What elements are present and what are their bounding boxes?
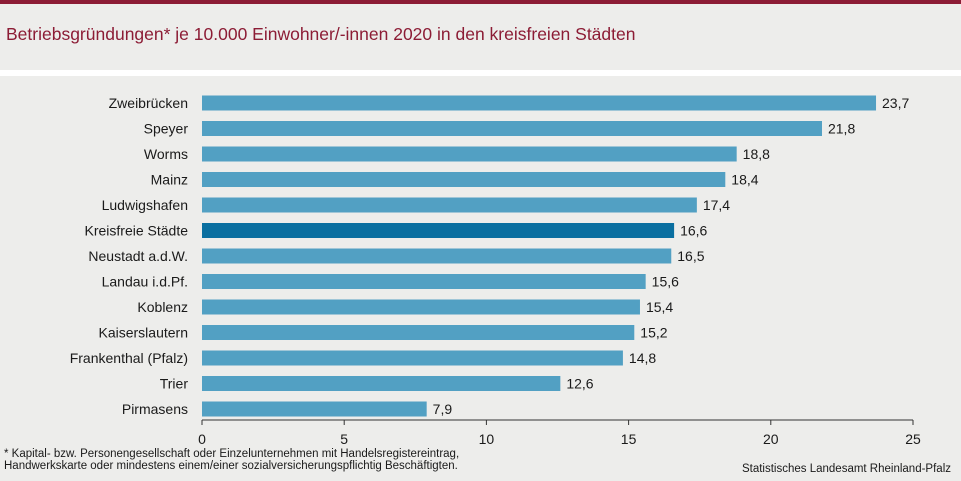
bar-6 xyxy=(202,248,672,264)
top-accent-bar xyxy=(0,0,961,4)
value-label: 15,4 xyxy=(646,299,673,315)
category-label: Pirmasens xyxy=(122,401,188,417)
category-label: Frankenthal (Pfalz) xyxy=(70,350,188,366)
bar-4 xyxy=(202,197,697,213)
x-tick-label: 15 xyxy=(621,431,637,447)
value-label: 23,7 xyxy=(882,95,909,111)
value-label: 12,6 xyxy=(566,376,593,392)
x-tick-label: 10 xyxy=(479,431,495,447)
value-label: 21,8 xyxy=(828,121,855,137)
chart-title: Betriebsgründungen* je 10.000 Einwohner/… xyxy=(6,24,636,44)
x-tick-label: 0 xyxy=(198,431,206,447)
x-tick-label: 5 xyxy=(340,431,348,447)
bar-2 xyxy=(202,146,737,162)
bar-0 xyxy=(202,95,877,111)
bar-10 xyxy=(202,350,623,366)
category-label: Koblenz xyxy=(137,299,188,315)
value-label: 15,6 xyxy=(652,274,679,290)
value-label: 14,8 xyxy=(629,350,656,366)
category-label: Landau i.d.Pf. xyxy=(102,274,188,290)
category-label: Zweibrücken xyxy=(109,95,188,111)
x-tick-label: 20 xyxy=(763,431,779,447)
category-label: Kaiserslautern xyxy=(99,325,189,341)
bar-3 xyxy=(202,172,726,187)
bar-8 xyxy=(202,299,640,315)
bar-1 xyxy=(202,121,822,136)
bar-5 xyxy=(202,223,675,238)
bar-11 xyxy=(202,376,561,391)
value-label: 16,5 xyxy=(677,248,704,264)
title-separator xyxy=(0,70,961,76)
footnote: * Kapital- bzw. Personengesellschaft ode… xyxy=(4,448,460,472)
category-label: Worms xyxy=(144,146,188,162)
value-label: 15,2 xyxy=(640,325,667,341)
category-label: Ludwigshafen xyxy=(102,197,188,213)
bar-12 xyxy=(202,401,427,417)
bar-7 xyxy=(202,274,646,289)
source-credit: Statistisches Landesamt Rheinland-Pfalz xyxy=(741,463,951,475)
value-label: 7,9 xyxy=(433,401,453,417)
value-label: 18,4 xyxy=(731,172,758,188)
category-label: Speyer xyxy=(144,121,189,137)
category-label: Mainz xyxy=(151,172,188,188)
value-label: 17,4 xyxy=(703,197,730,213)
bar-9 xyxy=(202,325,635,340)
category-label: Neustadt a.d.W. xyxy=(88,248,188,264)
value-label: 16,6 xyxy=(680,223,707,239)
category-label: Kreisfreie Städte xyxy=(85,223,189,239)
category-label: Trier xyxy=(160,376,189,392)
x-tick-label: 25 xyxy=(905,431,921,447)
value-label: 18,8 xyxy=(743,146,770,162)
